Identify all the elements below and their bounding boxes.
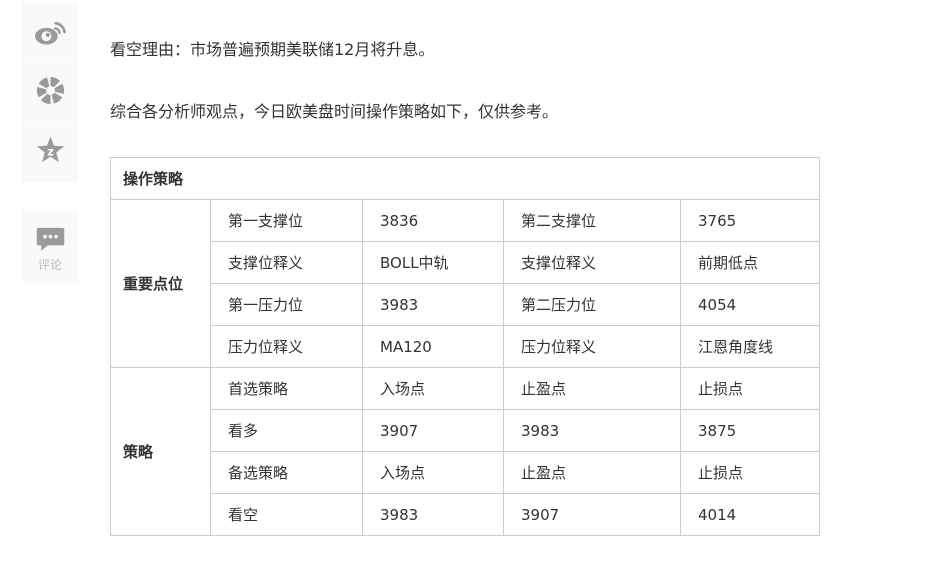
table-cell: 支撑位释义 (503, 241, 681, 284)
table-cell: 支撑位释义 (210, 241, 363, 284)
table-cell: 止损点 (680, 451, 820, 494)
share-sidebar: z (22, 3, 78, 183)
table-cell: 止损点 (680, 367, 820, 410)
row-group-strategy: 策略 (110, 367, 211, 536)
table-cell: 江恩角度线 (680, 325, 820, 368)
wechat-moments-icon (35, 75, 66, 110)
table-title-row: 操作策略 (110, 157, 820, 200)
table-cell: 4054 (680, 283, 820, 326)
table-cell: 4014 (680, 493, 820, 536)
table-cell: 压力位释义 (210, 325, 363, 368)
comment-icon (34, 224, 67, 256)
share-wechat-moments-button[interactable] (22, 63, 78, 122)
qzone-icon: z (34, 135, 67, 170)
table-cell: 3875 (680, 409, 820, 452)
table-row: 备选策略 入场点 止盈点 止损点 (111, 451, 820, 494)
table-cell: 入场点 (362, 451, 504, 494)
table-cell: 3765 (680, 199, 820, 242)
table-cell: 入场点 (362, 367, 504, 410)
comment-button[interactable]: 评论 (22, 211, 78, 283)
table-cell: 看多 (210, 409, 363, 452)
table-cell: 第二支撑位 (503, 199, 681, 242)
table-row: 策略 首选策略 入场点 止盈点 止损点 (110, 367, 820, 536)
table-row: 重要点位 第一支撑位 3836 第二支撑位 3765 (110, 199, 820, 368)
table-cell: 3983 (362, 493, 504, 536)
table-row: 看多 3907 3983 3875 (111, 409, 820, 452)
table-title: 操作策略 (110, 157, 820, 200)
row-group-key-levels: 重要点位 (110, 199, 211, 368)
table-cell: 止盈点 (503, 451, 681, 494)
table-cell: 3907 (362, 409, 504, 452)
table-cell: 3983 (362, 283, 504, 326)
table-cell: 第一支撑位 (210, 199, 363, 242)
table-row: 支撑位释义 BOLL中轨 支撑位释义 前期低点 (111, 241, 820, 284)
table-cell: BOLL中轨 (362, 241, 504, 284)
table-row: 第一压力位 3983 第二压力位 4054 (111, 283, 820, 326)
table-cell: 3907 (503, 493, 681, 536)
comment-button-label: 评论 (37, 257, 62, 272)
strategy-table: 操作策略 重要点位 第一支撑位 3836 第二支撑位 3765 支撑位释义 BO… (110, 157, 820, 536)
table-row: 压力位释义 MA120 压力位释义 江恩角度线 (111, 325, 820, 368)
svg-text:z: z (47, 145, 54, 159)
table-cell: 前期低点 (680, 241, 820, 284)
share-weibo-button[interactable] (22, 3, 78, 62)
table-cell: 第二压力位 (503, 283, 681, 326)
table-cell: MA120 (362, 325, 504, 368)
table-cell: 首选策略 (210, 367, 363, 410)
table-row: 看空 3983 3907 4014 (111, 493, 820, 536)
paragraph-bearish-reason: 看空理由：市场普遍预期美联储12月将升息。 (110, 40, 435, 59)
share-qzone-button[interactable]: z (22, 123, 78, 182)
table-cell: 备选策略 (210, 451, 363, 494)
table-cell: 压力位释义 (503, 325, 681, 368)
table-cell: 止盈点 (503, 367, 681, 410)
paragraph-strategy-intro: 综合各分析师观点，今日欧美盘时间操作策略如下，仅供参考。 (110, 102, 559, 121)
table-cell: 第一压力位 (210, 283, 363, 326)
table-cell: 3836 (362, 199, 504, 242)
weibo-icon (32, 15, 68, 50)
table-cell: 看空 (210, 493, 363, 536)
table-cell: 3983 (503, 409, 681, 452)
